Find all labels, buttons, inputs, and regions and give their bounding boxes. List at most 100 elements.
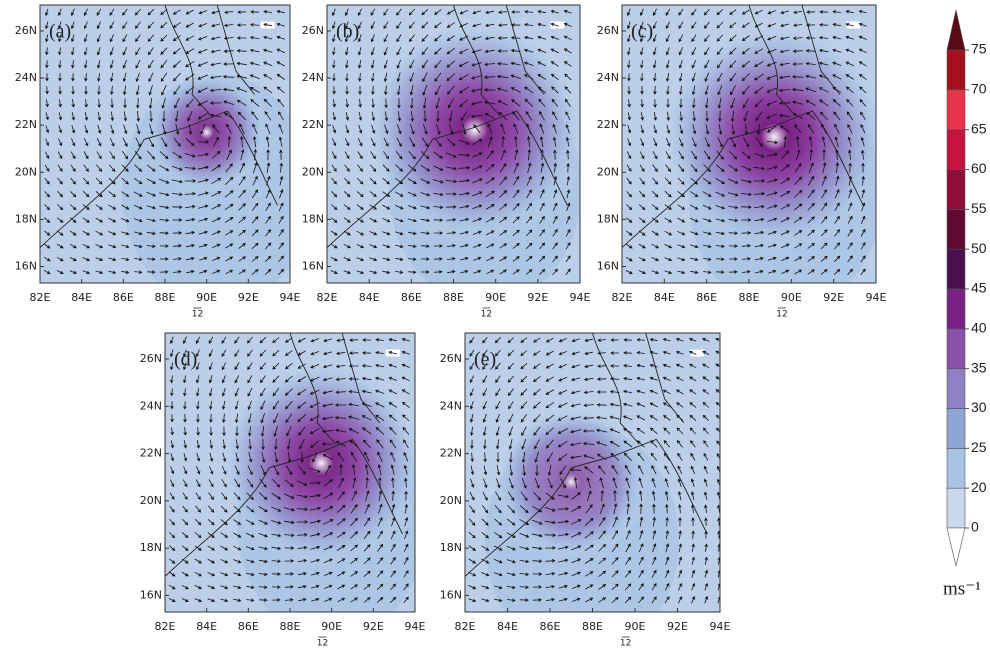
y-tick-label: 18N [140, 541, 162, 554]
y-tick-label: 16N [597, 260, 619, 273]
wind-vectors [330, 8, 572, 276]
x-tick-label: 90E [321, 620, 342, 633]
colorbar-box [946, 288, 966, 330]
colorbar-over [946, 9, 966, 51]
x-tick-label: 88E [155, 291, 176, 304]
y-tick-label: 22N [302, 118, 324, 131]
wind-vectors [168, 336, 410, 604]
x-tick-label: 92E [527, 291, 548, 304]
storm [362, 17, 580, 242]
y-tick-label: 26N [440, 352, 462, 365]
y-tick-label: 20N [15, 165, 37, 178]
y-tick-label: 20N [140, 494, 162, 507]
map-panel [40, 5, 290, 283]
colorbar-tick-label: 60 [971, 160, 987, 176]
x-tick-label: 84E [497, 620, 518, 633]
y-tick-label: 16N [302, 260, 324, 273]
colorbar-tick-label: 0 [971, 519, 979, 535]
y-tick-label: 22N [597, 118, 619, 131]
colorbar-tick-label: 20 [971, 479, 987, 495]
colorbar-tick-label: 35 [971, 359, 987, 375]
y-tick-label: 26N [302, 24, 324, 37]
colorbar-box [946, 408, 966, 449]
x-tick-label: 92E [667, 620, 688, 633]
colorbar-tick-label: 75 [971, 41, 987, 57]
storm [217, 359, 415, 568]
map-panel [327, 5, 580, 283]
colorbar-box [946, 248, 966, 290]
panel-label: (e) [474, 349, 496, 371]
ref-vector-label: 12 [192, 310, 203, 320]
x-tick-label: 82E [455, 620, 476, 633]
y-tick-label: 24N [15, 71, 37, 84]
x-tick-label: 82E [317, 291, 338, 304]
y-tick-label: 24N [440, 399, 462, 412]
y-tick-label: 20N [302, 165, 324, 178]
y-tick-label: 26N [597, 24, 619, 37]
colorbar-box [946, 487, 966, 529]
x-tick-label: 86E [113, 291, 134, 304]
y-tick-label: 18N [597, 212, 619, 225]
ref-vector-label: 12 [776, 310, 787, 320]
y-tick-label: 16N [440, 588, 462, 601]
colorbar-box [946, 169, 966, 210]
land-patch [846, 21, 861, 29]
map-panel [465, 333, 720, 612]
ref-vector-label: 12 [620, 639, 631, 649]
x-tick-label: 94E [280, 291, 301, 304]
colorbar-tick-label: 25 [971, 439, 987, 455]
land-patch [690, 349, 705, 357]
colorbar-tick-label: 30 [971, 399, 987, 415]
ref-vector-label: 12 [317, 639, 328, 649]
colorbar-tick-label: 45 [971, 280, 987, 296]
y-tick-label: 22N [140, 447, 162, 460]
x-tick-label: 84E [196, 620, 217, 633]
map-panel [165, 333, 415, 612]
colorbar-tick-label: 55 [971, 200, 987, 216]
land-patch [550, 21, 565, 29]
colorbar-box [946, 368, 966, 409]
colorbar-box [946, 89, 966, 130]
y-tick-label: 18N [440, 541, 462, 554]
colorbar-unit: ms⁻¹ [943, 578, 981, 599]
colorbar-tick-label: 65 [971, 120, 987, 136]
y-tick-label: 26N [140, 352, 162, 365]
colorbar-under [946, 527, 966, 567]
x-tick-label: 90E [485, 291, 506, 304]
x-tick-label: 94E [866, 291, 887, 304]
y-tick-label: 18N [15, 212, 37, 225]
x-tick-label: 82E [155, 620, 176, 633]
x-tick-label: 92E [363, 620, 384, 633]
y-tick-label: 18N [302, 212, 324, 225]
y-tick-label: 16N [140, 588, 162, 601]
x-tick-label: 94E [570, 291, 591, 304]
colorbar-box [946, 448, 966, 489]
y-tick-label: 22N [15, 118, 37, 131]
x-tick-label: 86E [696, 291, 717, 304]
coastline [165, 333, 403, 577]
y-tick-label: 22N [440, 447, 462, 460]
wind-vectors [468, 336, 720, 604]
y-tick-label: 26N [15, 24, 37, 37]
x-tick-label: 90E [196, 291, 217, 304]
x-tick-label: 84E [654, 291, 675, 304]
panel-label: (a) [49, 21, 71, 43]
x-tick-label: 92E [238, 291, 259, 304]
colorbar-box [946, 328, 966, 369]
colorbar-box [946, 209, 966, 250]
x-tick-label: 84E [71, 291, 92, 304]
panel-label: (d) [174, 349, 197, 371]
colorbar-box [946, 129, 966, 170]
x-tick-label: 86E [238, 620, 259, 633]
x-tick-label: 94E [405, 620, 426, 633]
y-tick-label: 24N [302, 71, 324, 84]
ref-vector-label: 12 [481, 310, 492, 320]
x-tick-label: 82E [612, 291, 633, 304]
x-tick-label: 92E [823, 291, 844, 304]
x-tick-label: 88E [443, 291, 464, 304]
x-tick-label: 82E [30, 291, 51, 304]
y-tick-label: 24N [140, 399, 162, 412]
coastline [622, 5, 864, 248]
